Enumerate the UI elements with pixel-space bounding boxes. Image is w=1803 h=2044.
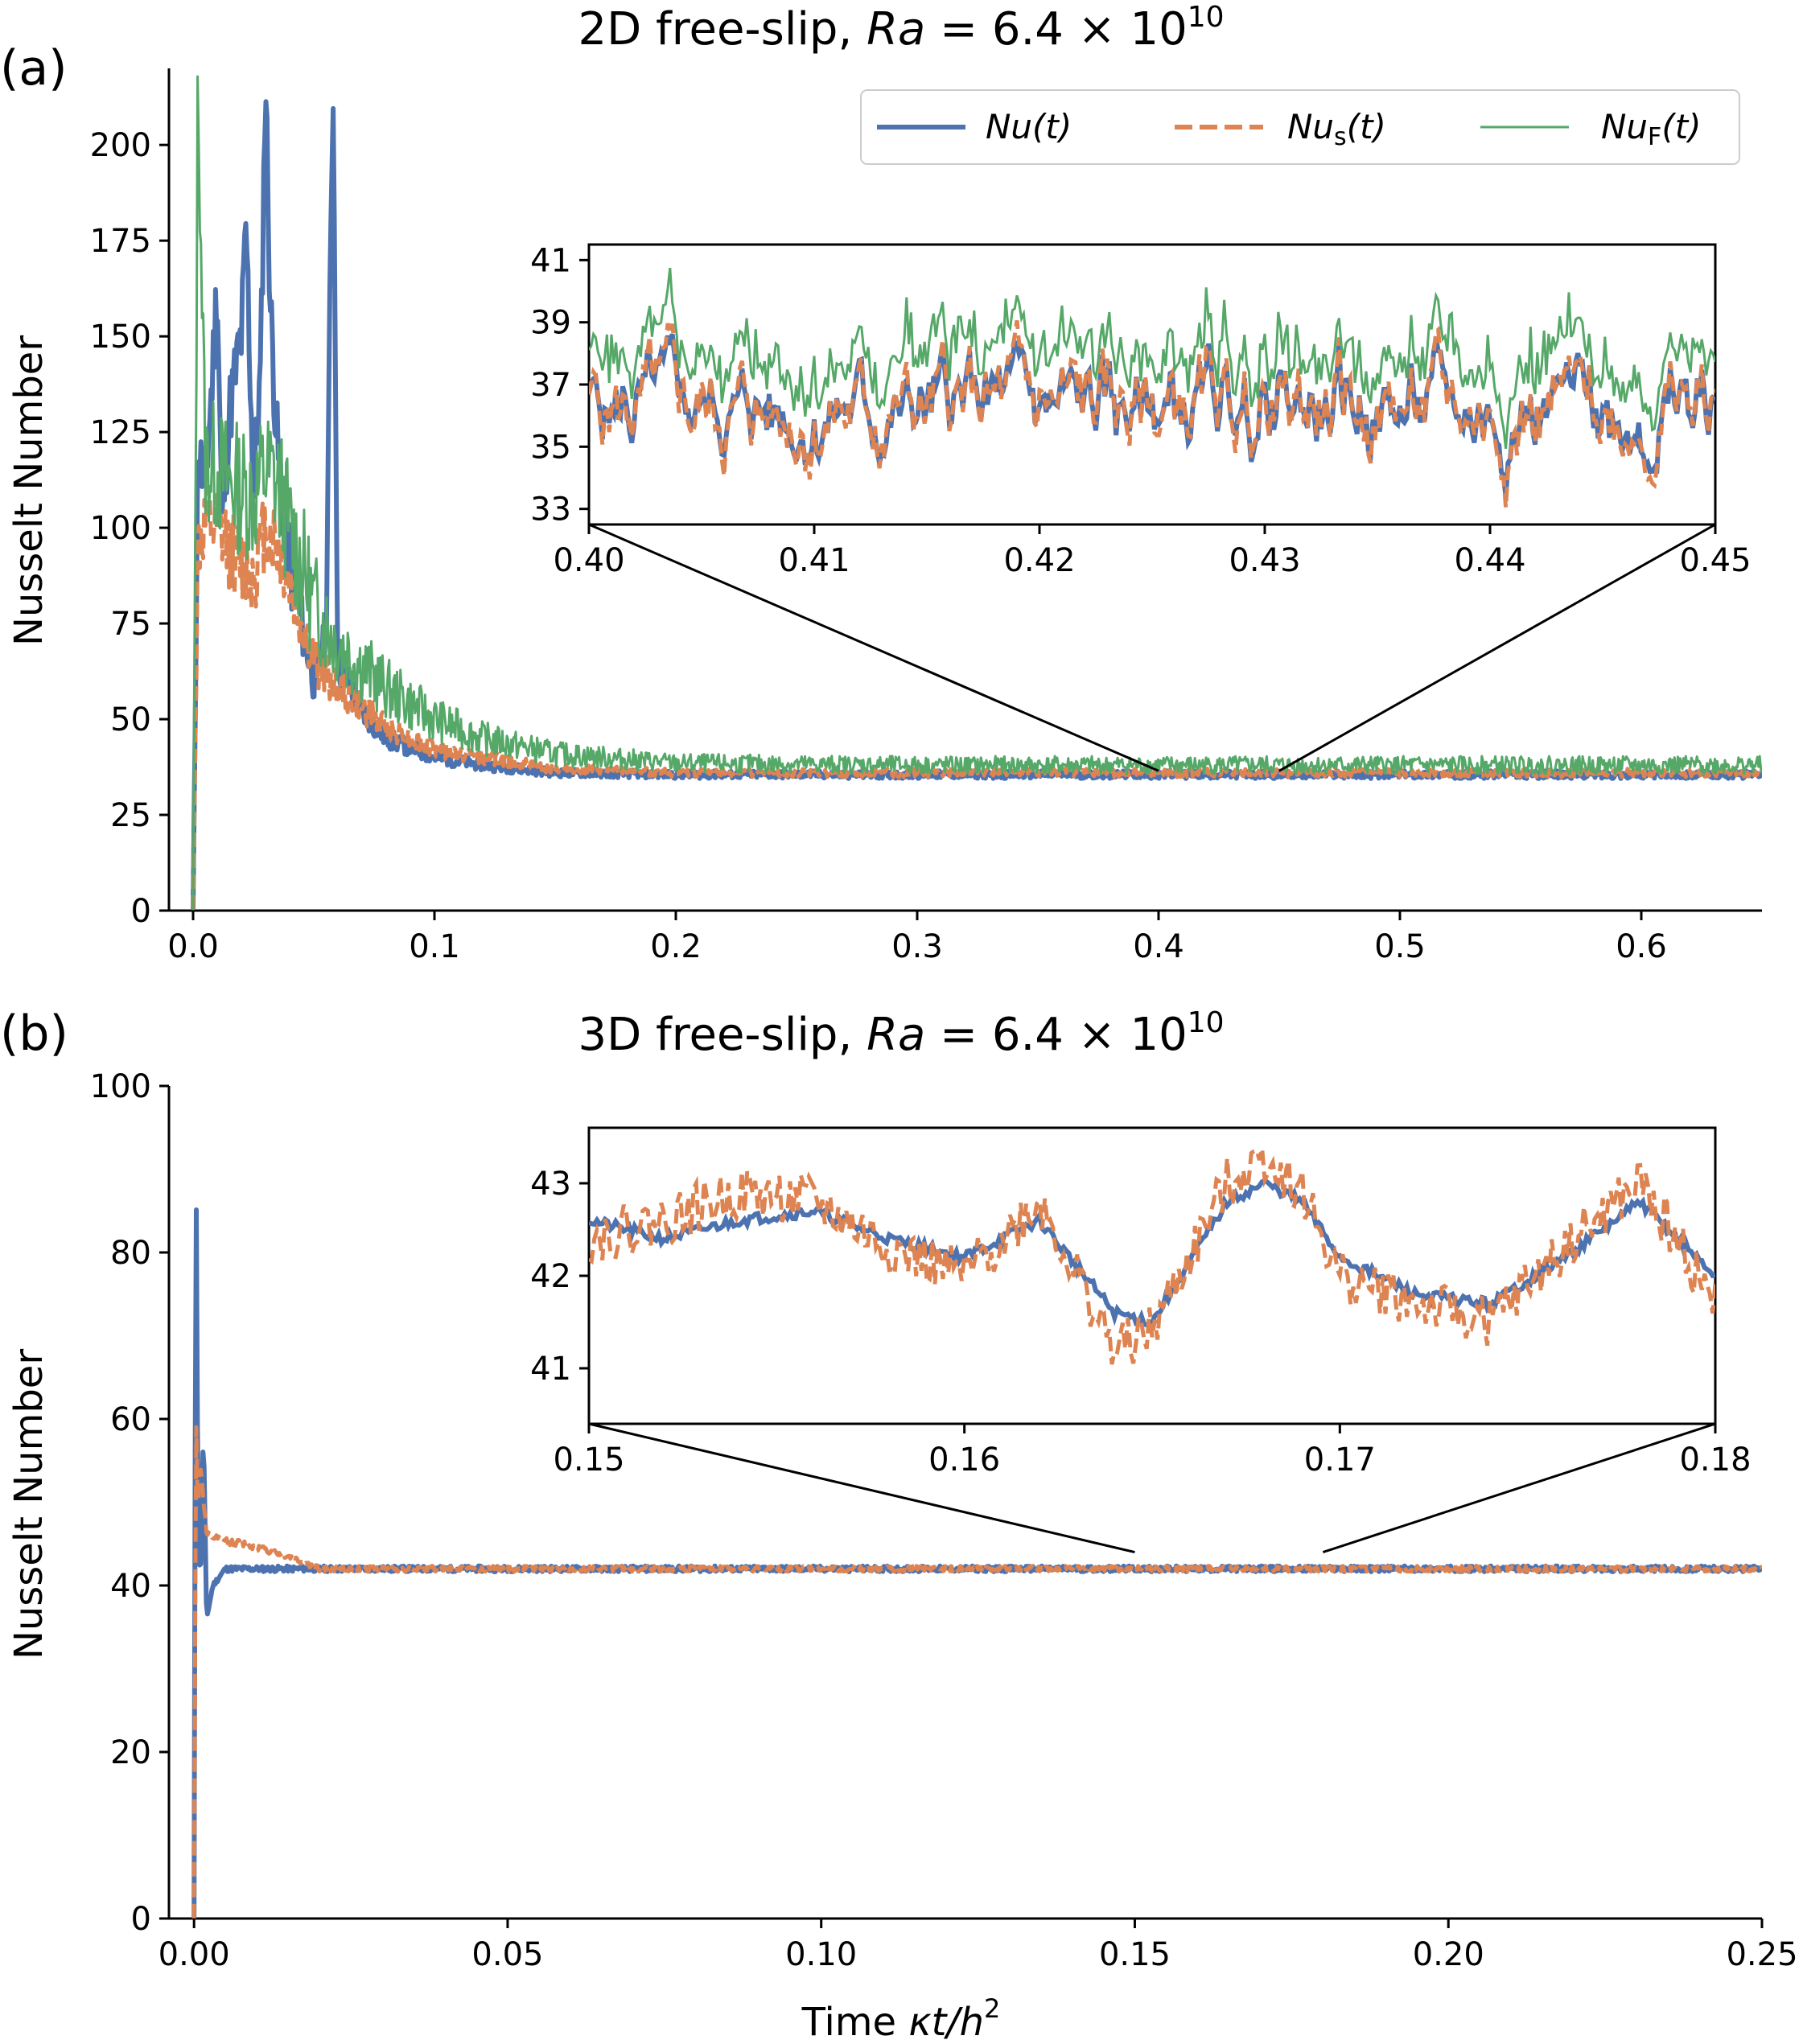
- panel-b-inset-plot: 0.15 0.16 0.17 0.18 41 42 43: [530, 1126, 1752, 1479]
- a-main-series-nu-f: [191, 75, 1762, 911]
- b-main-ytick-label: 0: [131, 1901, 151, 1938]
- b-inset-xtick-label: 0.16: [928, 1441, 1000, 1479]
- a-inset-xtick-label: 0.41: [778, 542, 850, 579]
- panel-b-ylabel: Nusselt Number: [6, 1349, 51, 1659]
- a-main-ytick-label: 175: [90, 223, 151, 260]
- a-main-ytick-label: 25: [110, 797, 151, 834]
- panel-b-title: 3D free-slip, Ra = 6.4 × 1010: [578, 1006, 1224, 1061]
- b-main-xtick-label: 0.05: [471, 1936, 543, 1973]
- b-main-ytick-label: 40: [110, 1568, 151, 1605]
- b-main-xtick-label: 0.00: [158, 1936, 230, 1973]
- legend: Nu(t) Nus(t) NuF(t): [860, 89, 1740, 165]
- a-main-ytick-label: 50: [110, 701, 151, 738]
- panel-b-zoom-connector-left: [588, 1422, 1135, 1554]
- a-main-ytick-label: 0: [131, 893, 151, 930]
- panel-a-title: 2D free-slip, Ra = 6.4 × 1010: [578, 1, 1224, 56]
- a-inset-series-nu-f: [589, 267, 1715, 449]
- b-main-xtick-label: 0.25: [1726, 1936, 1797, 1973]
- b-inset-xtick-label: 0.15: [553, 1441, 624, 1479]
- b-main-ytick-label: 60: [110, 1401, 151, 1438]
- a-inset-ytick-label: 41: [530, 242, 571, 279]
- a-inset-ytick-label: 39: [530, 305, 571, 342]
- legend-frame: [860, 89, 1740, 165]
- b-main-xtick-label: 0.15: [1099, 1936, 1171, 1973]
- a-inset-frame: [587, 243, 1717, 526]
- b-main-ytick-label: 80: [110, 1235, 151, 1272]
- a-inset-xtick-label: 0.44: [1454, 542, 1525, 579]
- a-inset-xtick-label: 0.45: [1679, 542, 1751, 579]
- a-inset-series-nu-s: [589, 320, 1715, 508]
- a-main-ytick-label: 100: [90, 510, 151, 547]
- a-main-xtick-label: 0.2: [650, 928, 702, 965]
- panel-a-main-plot: 0.0 0.1 0.2 0.3 0.4 0.5 0.6 0 25 50 75 100 125 150 175…: [90, 68, 1762, 965]
- panel-b-main-plot: 0.00 0.05 0.10 0.15 0.20 0.25 0 20 40 60 80 100: [90, 1068, 1798, 1973]
- b-main-series-nu-s: [191, 1425, 1762, 1919]
- b-inset-ytick-label: 41: [530, 1351, 571, 1388]
- a-main-series-nu-s: [191, 485, 1762, 911]
- panel-a-zoom-connector-left: [588, 523, 1159, 772]
- a-main-xtick-label: 0.0: [167, 928, 219, 965]
- a-inset-ytick-label: 33: [530, 491, 571, 528]
- b-inset-series-nu-s: [589, 1147, 1715, 1365]
- a-main-ytick-label: 125: [90, 414, 151, 451]
- panel-a-zoom-connector-right: [1278, 523, 1716, 772]
- b-main-ytick-label: 100: [90, 1068, 151, 1105]
- panel-a-ylabel: Nusselt Number: [6, 335, 51, 646]
- a-main-ytick-label: 150: [90, 319, 151, 356]
- panel-b-zoom-connector-right: [1322, 1422, 1716, 1554]
- panel-b-xlabel: Time κt/h2: [801, 1993, 1001, 2044]
- a-main-xtick-label: 0.4: [1133, 928, 1184, 965]
- a-inset-xtick-label: 0.43: [1229, 542, 1300, 579]
- b-inset-ytick-label: 42: [530, 1258, 571, 1295]
- b-main-xtick-label: 0.20: [1413, 1936, 1484, 1973]
- a-inset-ytick-label: 35: [530, 429, 571, 466]
- a-main-xtick-label: 0.5: [1374, 928, 1426, 965]
- a-main-xtick-label: 0.1: [409, 928, 460, 965]
- panel-a-inset-plot: 0.40 0.41 0.42 0.43 0.44 0.45 33 35 37 39 41: [530, 242, 1751, 579]
- a-main-ytick-label: 75: [110, 606, 151, 643]
- a-inset-xtick-label: 0.40: [553, 542, 624, 579]
- a-main-xtick-label: 0.6: [1616, 928, 1667, 965]
- b-inset-xtick-label: 0.17: [1304, 1441, 1376, 1479]
- b-main-xtick-label: 0.10: [785, 1936, 857, 1973]
- a-inset-xtick-label: 0.42: [1003, 542, 1075, 579]
- a-main-xtick-label: 0.3: [891, 928, 943, 965]
- legend-label-nu: Nu(t): [986, 107, 1072, 146]
- a-main-ytick-label: 200: [90, 127, 151, 164]
- b-main-ytick-label: 20: [110, 1734, 151, 1771]
- b-inset-xtick-label: 0.18: [1679, 1441, 1751, 1479]
- b-inset-frame: [587, 1126, 1717, 1425]
- b-inset-series-nu: [589, 1178, 1715, 1328]
- b-inset-ytick-label: 43: [530, 1166, 571, 1203]
- a-inset-ytick-label: 37: [530, 367, 571, 404]
- panel-b-tag: (b): [0, 1006, 68, 1062]
- panel-a-tag: (a): [0, 40, 68, 97]
